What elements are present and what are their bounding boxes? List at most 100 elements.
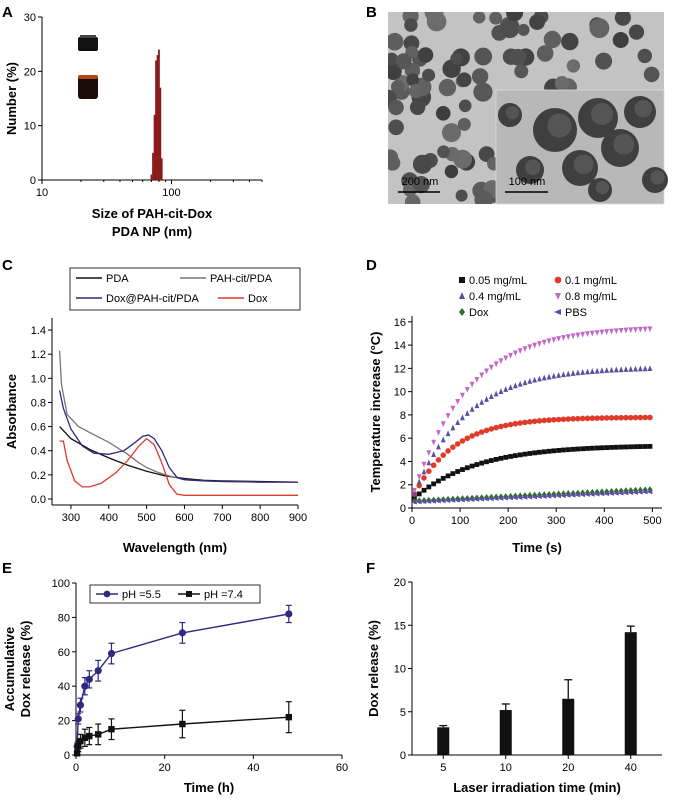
tem-particle — [388, 52, 399, 66]
tem-particle — [589, 18, 610, 38]
tem-particle — [404, 194, 421, 204]
legend-label: Dox@PAH-cit/PDA — [106, 293, 200, 305]
y-tick-label: 10 — [394, 387, 406, 399]
y-tick-label: 40 — [58, 681, 70, 693]
data-point-series-2 — [436, 443, 441, 450]
data-point-series-3 — [556, 336, 562, 342]
data-point-series-1 — [536, 418, 543, 424]
y-tick-label: 20 — [394, 577, 406, 589]
tem-particle — [612, 32, 629, 48]
data-point-series-1 — [618, 414, 624, 421]
data-point-series-3 — [642, 326, 648, 333]
data-point-series-5 — [454, 497, 461, 503]
x-tick-label: 20 — [159, 762, 171, 774]
data-point-series-2 — [445, 430, 451, 437]
data-point-series-2 — [532, 376, 537, 383]
data-point-series-5 — [473, 496, 480, 502]
data-point-series-2 — [512, 382, 518, 389]
tem-particle — [637, 48, 652, 64]
data-point-series-3 — [479, 372, 485, 379]
data-point-series-2 — [421, 468, 427, 475]
data-point-series-1 — [421, 475, 427, 481]
data-point-series-1 — [522, 419, 528, 426]
data-point-series-2 — [613, 366, 619, 373]
data-point-series-3 — [575, 332, 581, 339]
x-tick-label: 800 — [251, 512, 269, 524]
data-point-series-2 — [426, 459, 432, 466]
data-point-series-2 — [580, 369, 586, 375]
data-point-series-2 — [561, 371, 566, 378]
data-point-series-3 — [498, 358, 504, 365]
y-tick-label: 14 — [394, 340, 406, 352]
tem-particle — [450, 52, 463, 65]
tem-particle — [471, 68, 489, 85]
data-point-series-2 — [522, 379, 528, 386]
tem-particle — [417, 47, 434, 63]
tem-particle — [391, 80, 405, 94]
tem-particle — [388, 32, 404, 51]
y-tick-label: 15 — [394, 620, 406, 632]
data-point-series-3 — [431, 439, 437, 446]
data-point-series-2 — [556, 372, 562, 378]
data-point-series-5 — [617, 490, 624, 496]
data-point-series-2 — [565, 370, 571, 377]
data-point-series-0 — [618, 444, 624, 450]
data-point-series-3 — [623, 327, 629, 334]
x-axis-title: Wavelength (nm) — [123, 540, 227, 555]
data-point-series-0 — [594, 445, 600, 451]
data-point-series-2 — [541, 374, 547, 381]
data-point-series-3 — [599, 329, 605, 336]
data-point-series-1 — [608, 415, 615, 421]
data-point-series-1 — [86, 732, 93, 740]
data-point-series-5 — [497, 495, 504, 501]
x-tick-label: 400 — [100, 512, 118, 524]
data-point-series-5 — [463, 497, 470, 503]
y-axis-title-line-2: Dox release (%) — [18, 621, 33, 718]
data-point-series-1 — [512, 420, 519, 427]
tem-particle — [474, 47, 493, 66]
y-tick-label: 10 — [24, 121, 36, 133]
data-point-series-2 — [464, 410, 470, 416]
data-point-series-0 — [517, 452, 523, 458]
data-point-series-0 — [488, 458, 494, 463]
tem-particle — [412, 154, 433, 174]
tem-particle — [561, 32, 579, 51]
tem-inset-particle-core — [613, 133, 635, 155]
data-point-series-3 — [455, 398, 461, 405]
panel-c: 300 400 500 600 700 800 900 0.0 0.2 0.4 0.6 0.8 1.0 1… — [4, 267, 307, 555]
data-point-series-1 — [594, 415, 600, 421]
data-point-series-1 — [579, 415, 586, 422]
y-axis-title: Absorbance — [4, 374, 19, 449]
y-axis-title: Temperature increase (°C) — [368, 331, 383, 492]
y-tick-label: 5 — [400, 707, 406, 719]
data-point-series-1 — [565, 416, 572, 422]
legend-label: PBS — [565, 307, 587, 319]
data-point-series-0 — [474, 462, 480, 467]
data-point-series-1 — [623, 414, 629, 421]
data-point-series-1 — [454, 441, 461, 447]
bar — [562, 698, 575, 755]
data-point-series-0 — [464, 465, 470, 471]
data-point-series-3 — [503, 355, 509, 362]
data-point-series-2 — [628, 365, 634, 372]
tem-particle — [412, 176, 430, 194]
y-tick-label: 0 — [64, 750, 70, 762]
data-point-series-5 — [531, 494, 537, 500]
data-point-series-2 — [642, 365, 648, 372]
data-point-series-0 — [436, 478, 441, 484]
data-point-series-0 — [484, 459, 489, 465]
tem-particle — [388, 63, 402, 80]
vial-bottom-meniscus-icon — [78, 75, 98, 79]
x-tick-label: 100 — [162, 187, 180, 199]
data-point-series-3 — [412, 487, 417, 494]
x-tick-label: 300 — [62, 512, 80, 524]
tem-inset-particle-core — [595, 181, 610, 195]
data-point-series-2 — [647, 365, 653, 372]
data-point-series-1 — [430, 462, 437, 469]
data-point-series-1 — [642, 414, 648, 421]
data-point-series-2 — [484, 395, 489, 402]
data-point-series-3 — [484, 368, 489, 375]
legend-label: Dox — [469, 307, 489, 319]
x-axis-title: Laser irradiation time (min) — [453, 780, 621, 795]
